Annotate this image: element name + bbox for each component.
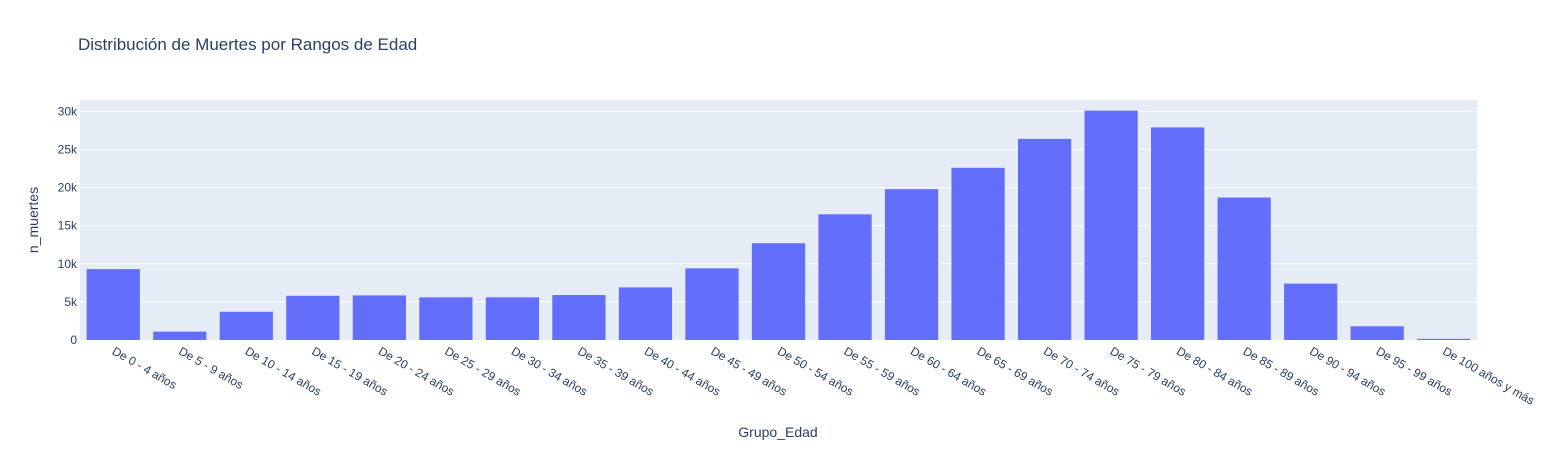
y-tick-label: 0: [70, 333, 77, 347]
bar[interactable]: [485, 297, 540, 340]
bar[interactable]: [552, 295, 606, 340]
bar[interactable]: [751, 243, 806, 340]
y-axis-title: n_muertes: [25, 187, 41, 253]
bar[interactable]: [286, 295, 340, 340]
bar[interactable]: [618, 287, 673, 340]
bar[interactable]: [951, 167, 1005, 340]
bar[interactable]: [884, 189, 939, 340]
bar[interactable]: [1284, 283, 1338, 340]
y-tick-label: 10k: [58, 257, 78, 271]
x-axis-title: Grupo_Edad: [738, 424, 817, 440]
y-axis: 0 5k 10k 15k 20k 25k 30k: [58, 104, 78, 347]
bar[interactable]: [419, 297, 473, 340]
chart-title: Distribución de Muertes por Rangos de Ed…: [78, 35, 417, 54]
bar[interactable]: [1084, 110, 1138, 341]
bar[interactable]: [1417, 338, 1471, 340]
x-tick-label: De 0 - 4 años: [110, 344, 179, 392]
y-tick-label: 30k: [58, 104, 78, 118]
bar[interactable]: [818, 214, 872, 340]
y-tick-label: 20k: [58, 181, 78, 195]
x-tick-label: De 5 - 9 años: [176, 344, 245, 392]
bar[interactable]: [1350, 326, 1404, 340]
bar[interactable]: [685, 268, 739, 340]
y-tick-label: 15k: [58, 219, 78, 233]
bar[interactable]: [1217, 197, 1271, 340]
bar[interactable]: [1017, 138, 1072, 340]
y-tick-label: 25k: [58, 143, 78, 157]
bars-layer: [86, 110, 1471, 341]
bar[interactable]: [1151, 127, 1205, 340]
y-tick-label: 5k: [64, 295, 78, 309]
bar[interactable]: [153, 331, 207, 340]
x-tick-label: De 100 años y más: [1440, 344, 1537, 408]
bar[interactable]: [352, 295, 406, 340]
bar[interactable]: [219, 311, 273, 340]
bar[interactable]: [86, 269, 140, 340]
